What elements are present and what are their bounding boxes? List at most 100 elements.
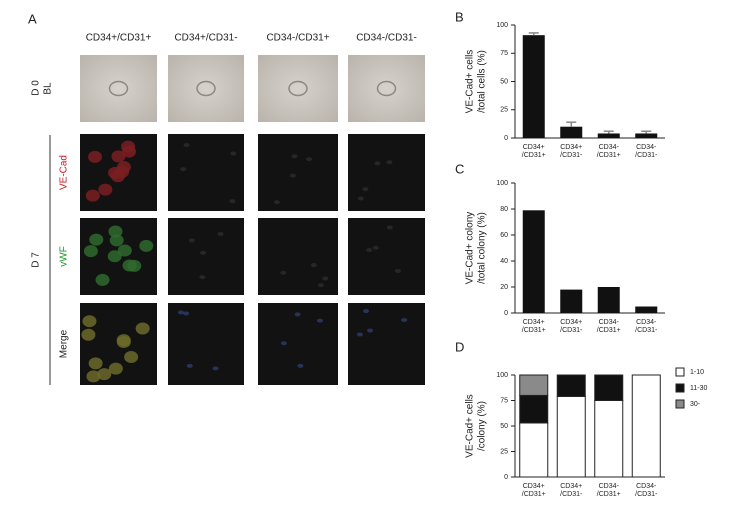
bar-segment [594, 400, 624, 478]
panel-label: B [455, 9, 464, 24]
y-tick-label: 40 [500, 258, 508, 265]
y-axis-label: /total cells (%) [477, 50, 488, 113]
cell [81, 328, 96, 341]
column-header: CD34-/CD31+ [266, 33, 329, 44]
micrograph [168, 303, 244, 385]
cell [124, 351, 139, 364]
y-axis-label: /colony (%) [477, 401, 488, 451]
legend-swatch [675, 383, 685, 393]
day-label: D 7 [31, 252, 42, 268]
cell [183, 143, 190, 148]
error-bar [566, 121, 577, 127]
row-label: VE-Cad [59, 155, 70, 190]
cell [200, 250, 207, 255]
bar-segment [519, 374, 549, 396]
cell [97, 368, 112, 381]
micrograph [348, 303, 425, 385]
cell [180, 167, 187, 172]
cell [288, 80, 308, 97]
bar [560, 289, 583, 313]
x-tick-label: /CD31- [635, 327, 658, 334]
column-header: CD34+/CD31- [174, 33, 237, 44]
cell [280, 270, 287, 275]
bar-segment [594, 374, 624, 401]
legend-swatch [675, 399, 685, 409]
y-tick-label: 0 [504, 310, 508, 317]
x-tick-label: /CD31+ [522, 327, 546, 334]
x-tick-label: CD34- [636, 483, 657, 490]
cell [217, 232, 224, 237]
legend-label: 30- [690, 401, 701, 408]
cell [310, 263, 317, 268]
cell [367, 328, 374, 333]
cell [121, 145, 136, 158]
micrograph [348, 55, 425, 122]
cell [111, 150, 126, 163]
micrograph [348, 218, 425, 295]
panel-label: C [455, 161, 464, 176]
cell [116, 335, 131, 348]
cell [199, 275, 206, 280]
micrograph [258, 134, 338, 211]
day-label: D 0 [31, 80, 42, 96]
error-bar [603, 130, 614, 134]
x-tick-label: CD34+ [560, 483, 582, 490]
y-tick-label: 50 [500, 78, 508, 85]
bar [522, 35, 545, 138]
y-axis-label: VE-Cad+ cells [465, 50, 476, 114]
cell [376, 80, 397, 97]
x-tick-label: /CD31- [560, 152, 583, 159]
x-tick-label: /CD31- [635, 491, 658, 498]
cell [230, 151, 237, 156]
y-tick-label: 100 [496, 180, 508, 187]
cell [88, 357, 103, 370]
y-axis-label: VE-Cad+ colony [465, 212, 476, 285]
cell [357, 196, 364, 201]
cell [362, 187, 369, 192]
cell [135, 322, 150, 335]
legend-label: 1-10 [690, 369, 704, 376]
cell [108, 362, 123, 375]
bar [597, 287, 620, 313]
cell [372, 245, 379, 250]
error-bar [528, 32, 539, 36]
cell [386, 160, 393, 165]
x-tick-label: CD34- [599, 144, 620, 151]
cell [316, 318, 323, 323]
cell [83, 245, 98, 258]
cell [356, 332, 363, 337]
cell [280, 341, 287, 346]
bar-segment [519, 422, 549, 478]
x-tick-label: /CD31- [560, 327, 583, 334]
cell [108, 225, 123, 238]
x-tick-label: CD34+ [523, 144, 545, 151]
cell [229, 199, 236, 204]
cell [212, 366, 219, 371]
cell [108, 80, 129, 97]
micrograph [258, 303, 338, 385]
cell [322, 276, 329, 281]
y-tick-label: 0 [504, 135, 508, 142]
y-tick-label: 75 [500, 50, 508, 57]
cell [115, 165, 130, 178]
y-tick-label: 80 [500, 206, 508, 213]
bar [635, 306, 658, 313]
cell [95, 273, 110, 286]
cell [366, 248, 373, 253]
cell [86, 370, 101, 383]
y-tick-label: 25 [500, 107, 508, 114]
cell [122, 259, 137, 272]
cell [363, 309, 370, 314]
y-tick-label: 75 [500, 397, 508, 404]
cell [394, 268, 401, 273]
y-axis-label: VE-Cad+ cells [465, 394, 476, 458]
bar-segment [519, 394, 549, 424]
x-tick-label: CD34- [636, 144, 657, 151]
y-axis-label: /total colony (%) [477, 212, 488, 284]
x-tick-label: /CD31+ [597, 152, 621, 159]
cell [98, 183, 113, 196]
micrograph [258, 218, 338, 295]
x-tick-label: /CD31+ [597, 327, 621, 334]
x-tick-label: /CD31- [635, 152, 658, 159]
